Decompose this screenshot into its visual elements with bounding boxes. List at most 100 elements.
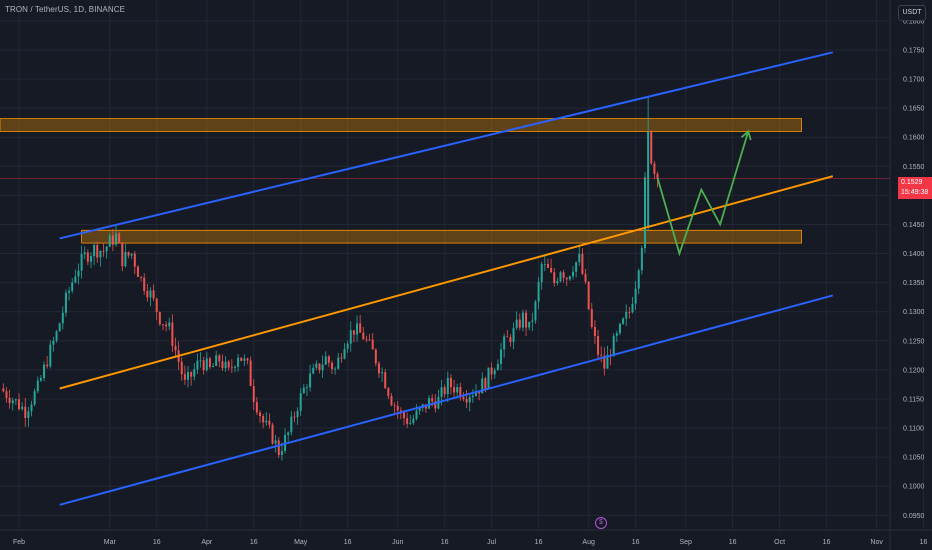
down-candle (158, 312, 161, 325)
up-candle (637, 270, 640, 289)
time-tick-label: 16 (920, 539, 928, 546)
time-tick-label: Mar (104, 539, 117, 546)
down-candle (352, 330, 355, 335)
up-candle (196, 360, 199, 370)
down-candle (46, 364, 49, 367)
up-candle (409, 422, 412, 424)
time-tick-label: 16 (344, 539, 352, 546)
down-candle (553, 272, 556, 284)
down-candle (24, 406, 27, 418)
up-candle (446, 377, 449, 395)
upper-channel-line (59, 51, 834, 240)
price-tick-label: 0.1000 (903, 484, 925, 491)
up-candle (503, 336, 506, 350)
down-candle (249, 360, 252, 387)
down-candle (340, 357, 343, 359)
time-tick-label: May (294, 539, 308, 546)
up-candle (68, 290, 71, 293)
price-tick-label: 0.1350 (903, 280, 925, 287)
price-tick-label: 0.1050 (903, 455, 925, 462)
down-candle (218, 355, 221, 362)
up-candle (471, 395, 474, 398)
time-tick-label: Sep (679, 539, 692, 546)
down-candle (484, 378, 487, 390)
dividend-icon[interactable]: $ (595, 517, 607, 529)
up-candle (71, 282, 74, 291)
down-candle (136, 266, 139, 277)
down-candle (653, 163, 656, 174)
up-candle (334, 368, 337, 370)
up-candle (625, 311, 628, 319)
price-tick-label: 0.1150 (903, 396, 924, 403)
up-candle (487, 367, 490, 390)
down-candle (449, 377, 452, 388)
time-axis[interactable]: Feb Mar 16 Apr 16 May 16 Jun 16 Jul 16 Aug 16 Sep 16 Oc… (13, 539, 932, 546)
up-candle (36, 380, 39, 392)
last-price-tag: 0.1529 15:49:38 (898, 177, 932, 199)
down-candle (387, 388, 390, 397)
up-candle (540, 264, 543, 283)
down-candle (565, 277, 568, 280)
down-candle (140, 276, 143, 278)
up-candle (615, 333, 618, 336)
up-candle (212, 365, 215, 367)
price-tick-label: 0.0950 (903, 513, 925, 520)
down-candle (406, 418, 409, 424)
down-candle (318, 363, 321, 371)
up-candle (52, 340, 55, 345)
zones (0, 118, 802, 244)
down-candle (293, 416, 296, 418)
up-candle (640, 248, 643, 271)
up-candle (315, 363, 318, 368)
up-candle (631, 303, 634, 313)
down-candle (365, 339, 368, 341)
up-candle (612, 335, 615, 357)
down-candle (518, 319, 521, 328)
up-candle (130, 253, 133, 256)
up-candle (93, 245, 96, 257)
trend-lines[interactable] (59, 51, 834, 506)
up-candle (474, 391, 477, 396)
time-tick-label: Aug (582, 539, 595, 546)
up-candle (77, 270, 80, 277)
up-candle (440, 387, 443, 397)
down-candle (402, 412, 405, 419)
down-candle (597, 336, 600, 355)
down-candle (2, 388, 5, 392)
up-candle (33, 391, 36, 405)
currency-button[interactable]: USDT (898, 5, 926, 21)
down-candle (431, 398, 434, 402)
up-candle (500, 349, 503, 364)
down-candle (377, 363, 380, 374)
down-candle (650, 131, 653, 164)
down-candle (127, 252, 130, 256)
up-candle (346, 343, 349, 349)
up-candle (337, 357, 340, 369)
resistance-zone (0, 118, 802, 132)
up-candle (456, 387, 459, 393)
down-candle (587, 281, 590, 310)
up-candle (80, 254, 83, 271)
down-candle (525, 312, 528, 328)
time-tick-label: Jul (487, 539, 496, 546)
down-candle (384, 372, 387, 389)
up-candle (124, 252, 127, 267)
down-candle (246, 358, 249, 361)
down-candle (562, 272, 565, 278)
up-candle (43, 364, 46, 379)
up-candle (521, 312, 524, 328)
up-candle (647, 131, 650, 228)
up-candle (64, 292, 67, 313)
symbol-title: TRON / TetherUS, 1D, BINANCE (5, 5, 126, 14)
up-candle (575, 262, 578, 272)
time-tick-label: Apr (201, 539, 213, 546)
up-candle (381, 372, 384, 374)
up-candle (415, 410, 418, 419)
down-candle (230, 367, 233, 369)
down-candle (327, 356, 330, 363)
time-tick-label: 16 (153, 539, 161, 546)
